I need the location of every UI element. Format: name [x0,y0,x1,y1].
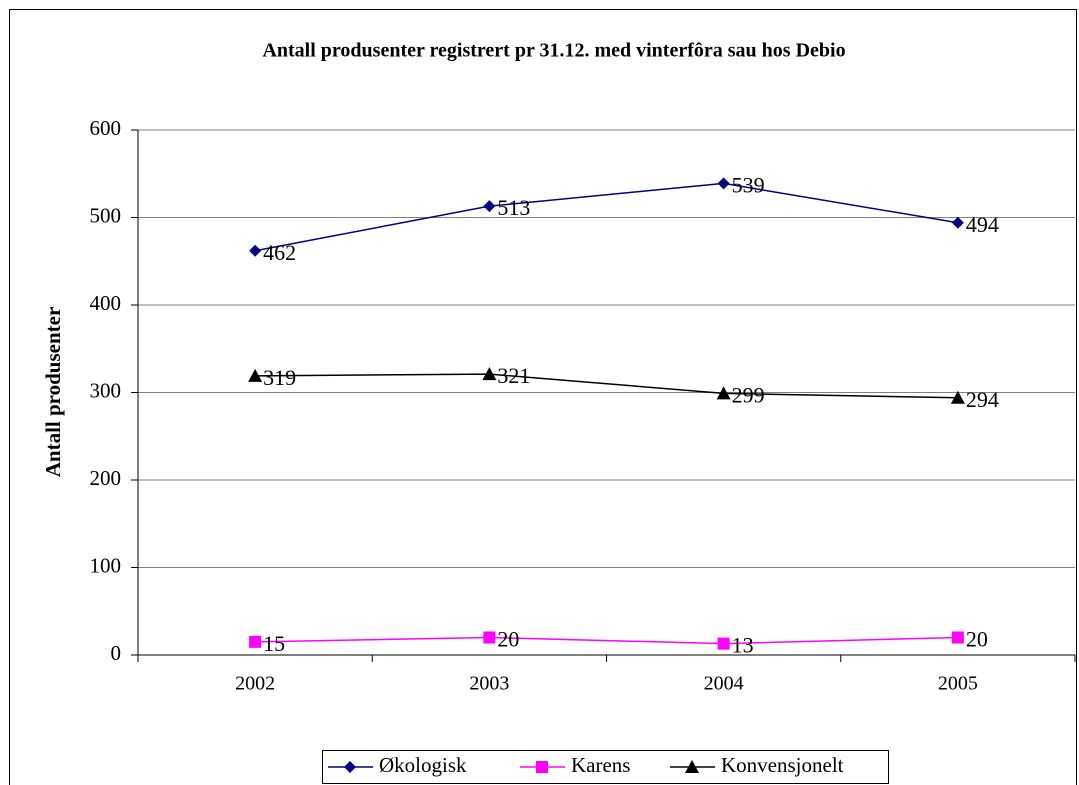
data-point [483,631,496,644]
data-label: 321 [497,363,530,388]
data-label: 319 [263,365,296,390]
y-tick-label: 500 [90,203,122,227]
data-label: 20 [966,627,988,652]
data-point [483,200,496,213]
x-tick-label: 2003 [469,673,509,695]
y-tick-label: 0 [111,641,122,665]
data-label: 13 [732,633,754,658]
data-point [248,368,263,382]
legend-marker [344,761,356,773]
data-label: 20 [497,627,519,652]
data-point [951,631,964,644]
data-label: 462 [263,240,296,265]
x-tick-label: 2005 [938,673,978,695]
chart-title: Antall produsenter registrert pr 31.12. … [262,40,845,62]
data-point [716,386,731,400]
legend-label: Konvensjonelt [721,753,844,777]
series-line [254,182,958,252]
data-point [717,177,730,190]
series-line [255,636,958,645]
legend-box [322,750,889,784]
data-label: 494 [966,212,999,237]
data-point [717,637,730,650]
data-point [482,367,497,381]
y-tick-label: 100 [90,553,122,577]
legend-label: Karens [571,753,630,777]
data-label: 299 [732,382,765,407]
data-point [249,244,262,257]
legend-marker [536,761,548,773]
series-line [255,373,958,399]
data-label: 539 [732,172,765,197]
legend-marker [685,760,699,773]
data-label: 15 [263,631,285,656]
y-tick-label: 200 [90,466,122,490]
data-point [950,390,965,404]
data-point [249,635,262,648]
legend-label: Økologisk [379,753,467,777]
data-label: 294 [966,387,999,412]
x-tick-label: 2004 [704,673,744,695]
x-tick-label: 2002 [235,673,275,695]
y-tick-label: 300 [90,378,122,402]
y-axis-label: Antall produsenter [41,307,65,478]
data-point [951,216,964,229]
data-label: 513 [497,195,530,220]
y-tick-label: 400 [90,291,122,315]
y-tick-label: 600 [90,116,122,140]
